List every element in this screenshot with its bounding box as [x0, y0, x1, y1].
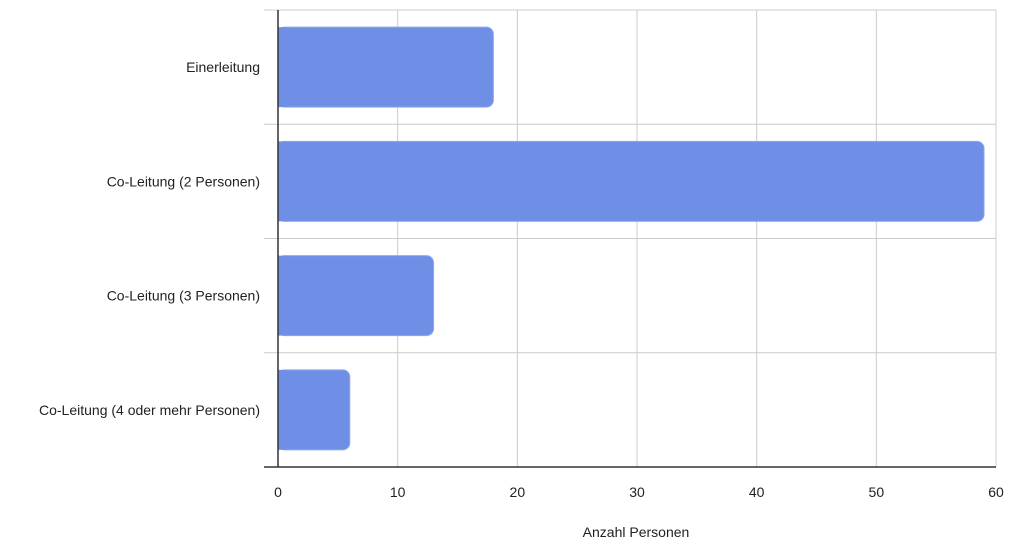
- x-axis-title: Anzahl Personen: [583, 524, 690, 540]
- x-tick-label: 10: [390, 484, 406, 500]
- bars: [277, 26, 985, 451]
- gridlines: [264, 9, 997, 467]
- x-tick-label: 0: [274, 484, 282, 500]
- x-tick-labels: 0 10 20 30 40 50 60: [274, 484, 1004, 500]
- bar: [277, 26, 494, 108]
- category-label: Co-Leitung (2 Personen): [107, 173, 260, 189]
- bar: [277, 369, 351, 451]
- x-tick-label: 40: [749, 484, 765, 500]
- x-tick-label: 30: [629, 484, 645, 500]
- bar-left-edge: [278, 141, 286, 222]
- bar: [277, 255, 435, 337]
- category-labels: Einerleitung Co-Leitung (2 Personen) Co-Le…: [39, 59, 260, 418]
- bar-left-edge: [278, 255, 286, 336]
- bar: [277, 140, 985, 222]
- category-label: Einerleitung: [186, 59, 260, 75]
- x-tick-label: 20: [510, 484, 526, 500]
- x-tick-label: 50: [869, 484, 885, 500]
- bar-left-edge: [278, 369, 286, 450]
- category-label: Co-Leitung (3 Personen): [107, 288, 260, 304]
- category-label: Co-Leitung (4 oder mehr Personen): [39, 402, 260, 418]
- axes: [264, 10, 996, 468]
- x-tick-label: 60: [988, 484, 1004, 500]
- bar-left-edge: [278, 27, 286, 108]
